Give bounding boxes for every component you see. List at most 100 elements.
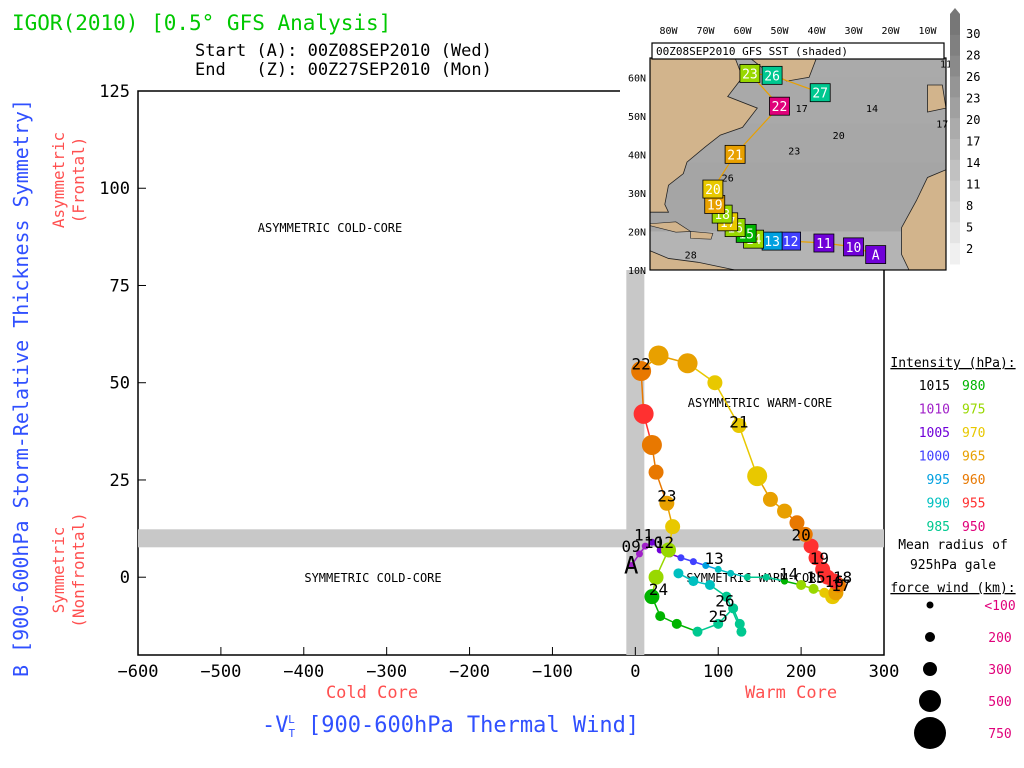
x-axis-title: -VTL [900-600hPa Thermal Wind]: [262, 713, 639, 740]
inset-colorbar-arrow: [950, 8, 960, 14]
legend-pressure: 970: [962, 426, 985, 441]
track-point: [762, 573, 770, 581]
x-tick-label: −500: [200, 662, 241, 682]
day-label: 16: [825, 572, 844, 591]
inset-colorbar-label: 26: [966, 70, 980, 84]
track-point: [692, 626, 703, 637]
inset-lat-label: 40N: [628, 150, 646, 161]
threshold-band-horizontal: [138, 529, 884, 548]
track-point: [648, 464, 664, 480]
inset-land-hispaniola: [690, 231, 714, 240]
quadrant-asymmetric-warm-core: ASYMMETRIC WARM-CORE: [688, 396, 833, 410]
inset-track-box: [813, 233, 835, 253]
inset-track-label: 12: [783, 235, 799, 250]
inset-colorbar-segment: [950, 118, 960, 140]
track-point: [704, 579, 715, 590]
day-label: 19: [810, 549, 829, 568]
track-point: [702, 562, 710, 570]
start-marker: A: [624, 552, 639, 580]
legend-size-dot: [926, 601, 934, 609]
inset-colorbar-label: 30: [966, 27, 980, 41]
inset-sst-label: 14: [866, 104, 878, 115]
day-label: 18: [833, 568, 852, 587]
inset-colorbar-segment: [950, 97, 960, 119]
inset-colorbar-segment: [950, 34, 960, 57]
day-label: 20: [791, 525, 810, 544]
legend-pressure: 1010: [919, 403, 950, 418]
cold-core-label: Cold Core: [326, 683, 418, 703]
track-point: [660, 542, 676, 558]
inset-lon-label: 70W: [696, 26, 715, 37]
inset-colorbar-segment: [950, 180, 960, 202]
y-axis-title: B [900-600hPa Storm-Relative Thickness S…: [9, 99, 33, 677]
legend-pressure: 955: [962, 497, 985, 512]
legend-pressure: 960: [962, 473, 985, 488]
inset-map: 00Z08SEP2010 GFS SST (shaded) 80W 70W 60W 50…: [620, 8, 1018, 277]
phase-track: A: [624, 345, 846, 637]
inset-track-box: [761, 65, 783, 85]
track-point: [808, 583, 819, 594]
day-label: 10: [644, 533, 663, 552]
frontal-label: (Frontal): [69, 137, 88, 224]
inset-track-label: 27: [812, 87, 828, 102]
inset-track-label: 13: [764, 235, 780, 250]
day-label: 13: [704, 549, 723, 568]
inset-track-label: 26: [764, 69, 780, 84]
track-point: [655, 611, 666, 622]
inset-sst-label: 26: [722, 173, 734, 184]
track-point: [659, 495, 675, 511]
inset-colorbar-segment: [950, 14, 960, 36]
legend-pressure: 1015: [919, 379, 950, 394]
track-point: [677, 353, 698, 374]
inset-colorbar-segment: [950, 76, 960, 98]
track-segment: [714, 382, 740, 426]
legend-pressure: 975: [962, 403, 985, 418]
legend-size-dot: [914, 717, 946, 749]
x-tick-label: −400: [283, 662, 324, 682]
inset-track-label: 20: [705, 183, 721, 198]
quadrant-asymmetric-cold-core: ASYMMETRIC COLD-CORE: [258, 221, 403, 235]
inset-land-north-america: [649, 57, 758, 213]
y-tick-label: 100: [99, 179, 130, 199]
inset-colorbar-label: 2: [966, 242, 973, 256]
legend-pressure: 950: [962, 520, 985, 535]
chart-title: IGOR(2010) [0.5° GFS Analysis]: [12, 11, 391, 35]
track-point: [803, 538, 819, 554]
inset-sst-label: 28: [685, 250, 697, 261]
inset-colorbar-label: 11: [966, 178, 980, 192]
day-label: 17: [831, 576, 850, 595]
inset-title: 00Z08SEP2010 GFS SST (shaded): [656, 45, 848, 58]
x-tick-label: 300: [869, 662, 900, 682]
inset-colorbar-segment: [950, 222, 960, 244]
x-tick-label: −300: [366, 662, 407, 682]
track-point: [721, 591, 732, 602]
inset-sst-label: 17: [936, 119, 948, 130]
inset-sst-label: 23: [788, 146, 800, 157]
inset-track-label: 11: [816, 237, 832, 252]
inset-track-label: 21: [727, 148, 743, 163]
track-point: [648, 569, 664, 585]
inset-colorbar-segment: [950, 139, 960, 161]
track-point: [762, 491, 778, 507]
track-point: [648, 345, 669, 366]
inset-lat-label: 10N: [628, 266, 646, 277]
legend-pressure: 990: [927, 497, 950, 512]
track-point: [671, 618, 682, 629]
x-tick-label: −100: [532, 662, 573, 682]
track-point: [777, 503, 793, 519]
inset-lat-label: 30N: [628, 189, 646, 200]
track-point: [747, 466, 768, 487]
inset-sst-label: 20: [833, 131, 845, 142]
x-tick-label: 100: [703, 662, 734, 682]
track-point: [677, 554, 685, 562]
inset-colorbar-label: 8: [966, 199, 973, 213]
legend-size-label: 200: [988, 631, 1011, 646]
track-point: [689, 558, 697, 566]
inset-track-label: 23: [742, 67, 758, 82]
legend-pressure: 1000: [919, 450, 950, 465]
inset-sst-label: 11: [940, 60, 952, 71]
track-point: [644, 589, 660, 605]
inset-track-box: [739, 64, 761, 83]
inset-colorbar-label: 28: [966, 49, 980, 63]
